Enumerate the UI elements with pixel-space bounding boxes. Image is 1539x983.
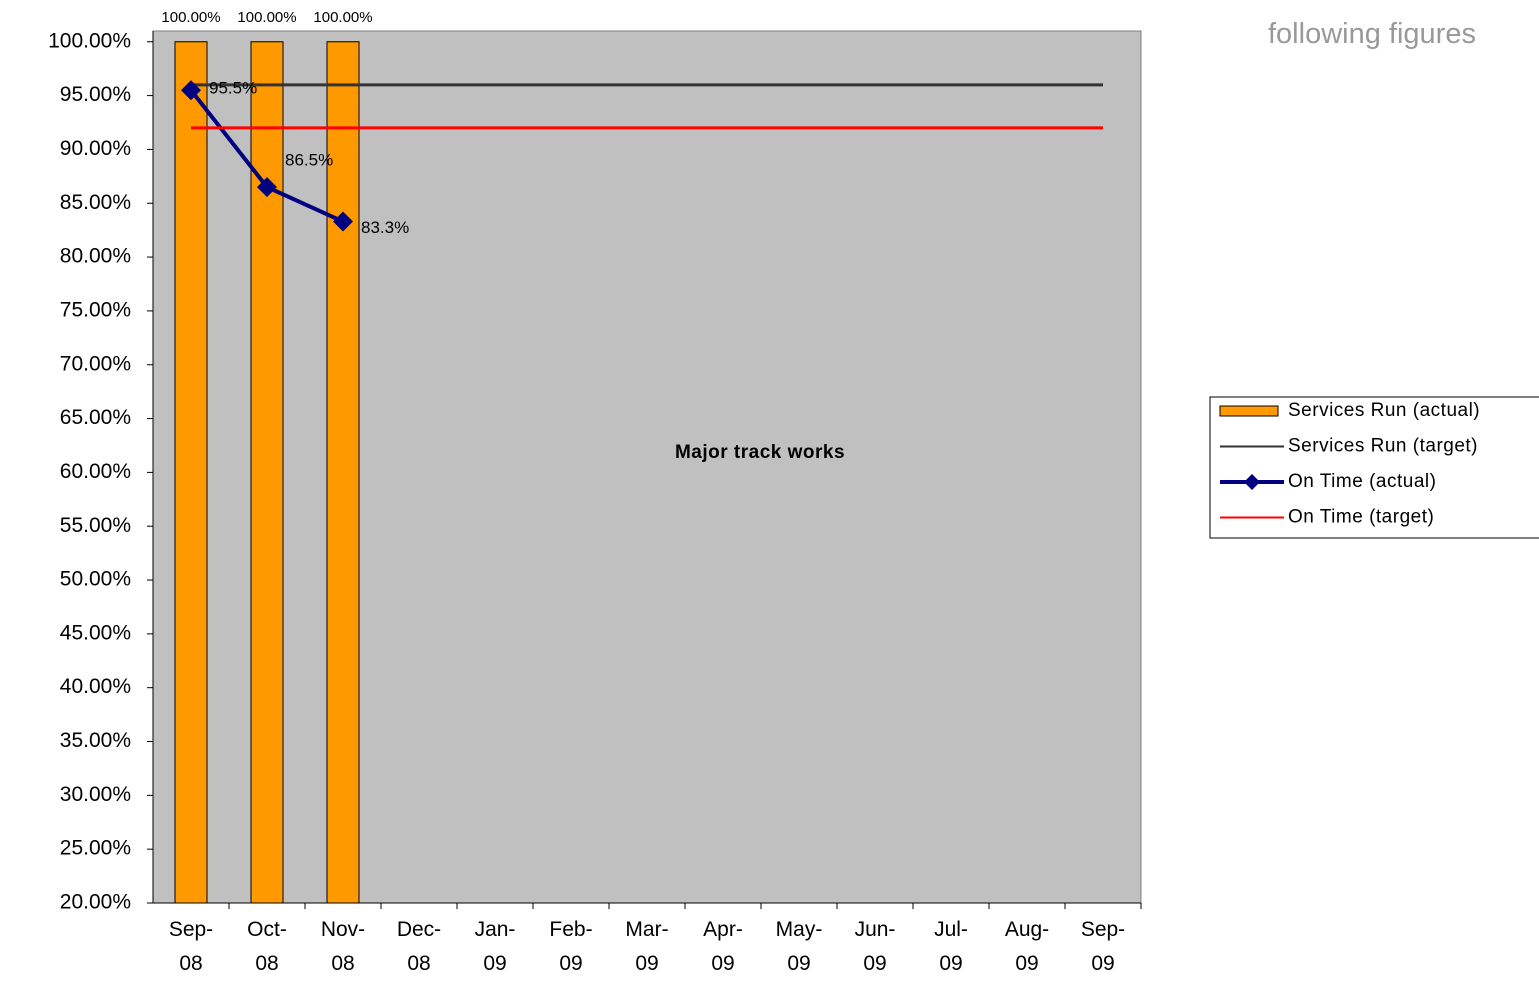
y-tick-label: 30.00% — [60, 783, 131, 806]
annotation: Major track works — [674, 442, 846, 463]
x-tick-label: Dec-08 — [397, 918, 441, 975]
value-label: 100.00% — [237, 9, 296, 26]
bar — [326, 41, 360, 904]
marker — [257, 177, 277, 198]
x-tick-label: Apr-09 — [703, 918, 743, 975]
x-tick-label: Sep-09 — [1081, 918, 1125, 975]
legend-marker — [1244, 474, 1260, 490]
x-tick-label: May-09 — [776, 918, 823, 975]
plot-area — [152, 30, 1142, 904]
y-tick-label: 70.00% — [60, 352, 131, 375]
y-tick-label: 75.00% — [60, 298, 131, 321]
x-tick-label: Feb-09 — [549, 918, 592, 975]
x-tick-label: Jun-09 — [855, 918, 896, 975]
value-label: 100.00% — [161, 9, 220, 26]
y-tick-label: 90.00% — [60, 137, 131, 160]
y-tick-label: 40.00% — [60, 675, 131, 698]
side-text: following figures — [1268, 18, 1476, 50]
legend-swatch — [1219, 405, 1279, 417]
y-tick-label: 100.00% — [48, 29, 131, 52]
legend-label: Services Run (actual) — [1288, 400, 1480, 421]
value-label: 86.5% — [285, 151, 333, 170]
y-tick-label: 60.00% — [60, 460, 131, 483]
legend-label: On Time (actual) — [1288, 471, 1436, 492]
x-tick-label: Sep-08 — [169, 918, 213, 975]
bar — [174, 41, 208, 904]
y-tick-label: 80.00% — [60, 245, 131, 268]
marker — [333, 211, 353, 232]
value-label: 95.5% — [209, 79, 257, 98]
x-tick-label: Jan-09 — [475, 918, 516, 975]
x-tick-label: Mar-09 — [625, 918, 668, 975]
y-tick-label: 65.00% — [60, 406, 131, 429]
x-tick-label: Oct-08 — [247, 918, 287, 975]
y-tick-label: 25.00% — [60, 837, 131, 860]
value-label: 100.00% — [313, 9, 372, 26]
x-tick-label: Nov-08 — [321, 918, 365, 975]
marker — [181, 80, 201, 101]
y-tick-label: 50.00% — [60, 568, 131, 591]
value-label: 83.3% — [361, 218, 409, 237]
y-tick-label: 85.00% — [60, 191, 131, 214]
y-tick-label: 45.00% — [60, 621, 131, 644]
legend — [1209, 396, 1539, 539]
y-tick-label: 35.00% — [60, 729, 131, 752]
x-tick-label: Aug-09 — [1005, 918, 1049, 975]
x-tick-label: Jul-09 — [934, 918, 968, 975]
legend-label: On Time (target) — [1288, 507, 1434, 528]
legend-label: Services Run (target) — [1288, 436, 1478, 457]
y-tick-label: 20.00% — [60, 891, 131, 914]
y-tick-label: 95.00% — [60, 83, 131, 106]
y-tick-label: 55.00% — [60, 514, 131, 537]
